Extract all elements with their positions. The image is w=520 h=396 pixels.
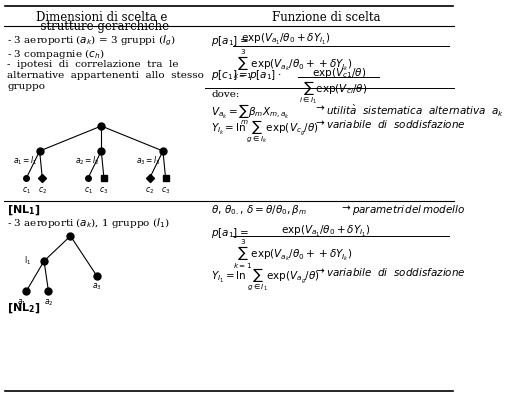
Text: $\rightarrow$: $\rightarrow$ (339, 203, 352, 212)
Text: $\theta,\,\theta_{0.},\,\delta=\theta/\theta_{0},\beta_m$: $\theta,\,\theta_{0.},\,\delta=\theta/\t… (212, 203, 307, 217)
Text: $\mathbf{[NL_2]}$: $\mathbf{[NL_2]}$ (7, 301, 41, 314)
Text: strutture gerarchiche: strutture gerarchiche (33, 20, 170, 33)
Text: $\rightarrow$: $\rightarrow$ (313, 118, 325, 127)
Text: $\rightarrow$: $\rightarrow$ (313, 103, 325, 112)
Text: Funzione di scelta: Funzione di scelta (271, 11, 380, 24)
Text: $c_3$: $c_3$ (99, 185, 109, 196)
Text: $a_1=I_1$: $a_1=I_1$ (13, 154, 38, 166)
Text: $\exp\!\left(V_{a_1}/\theta_0+\delta Y_{I_1}\right)$: $\exp\!\left(V_{a_1}/\theta_0+\delta Y_{… (241, 32, 331, 47)
Text: -  ipotesi  di  correlazione  tra  le: - ipotesi di correlazione tra le (7, 60, 178, 69)
Text: $\sum_{k=1}^{3}\exp\!\left(V_{a_k}/\theta_0++\delta Y_{I_k}\right)$: $\sum_{k=1}^{3}\exp\!\left(V_{a_k}/\thet… (233, 238, 353, 271)
Text: $c_3$: $c_3$ (161, 185, 170, 196)
Text: - 3 compagnie ($c_h$): - 3 compagnie ($c_h$) (7, 47, 105, 61)
Text: $p[c_1] = p[a_1]\cdot$: $p[c_1] = p[a_1]\cdot$ (212, 68, 282, 82)
Text: $a_3$: $a_3$ (92, 282, 102, 293)
Text: $c_2$: $c_2$ (145, 185, 154, 196)
Text: $c_2$: $c_2$ (38, 185, 47, 196)
Text: $Y_{I_k}=\ln\sum_{g\in I_k}\exp(V_{c_g}/\theta)$: $Y_{I_k}=\ln\sum_{g\in I_k}\exp(V_{c_g}/… (212, 118, 319, 145)
Text: Dimensioni di scelta e: Dimensioni di scelta e (35, 11, 167, 24)
Text: $p[a_1]=$: $p[a_1]=$ (212, 34, 249, 48)
Text: - 3 aeroporti ($a_k$) = 3 gruppi ($I_g$): - 3 aeroporti ($a_k$) = 3 gruppi ($I_g$) (7, 34, 176, 48)
Text: $c_1$: $c_1$ (84, 185, 93, 196)
Text: $variabile$  $di$  $soddisfazione$: $variabile$ $di$ $soddisfazione$ (326, 266, 466, 278)
Text: $variabile$  $di$  $soddisfazione$: $variabile$ $di$ $soddisfazione$ (326, 118, 466, 130)
Text: $\mathbf{[NL_1]}$: $\mathbf{[NL_1]}$ (7, 203, 41, 217)
Text: $a_3=I_3$: $a_3=I_3$ (136, 154, 161, 166)
Text: $\sum_{i\in I_1}\exp(V_{ci}/\theta)$: $\sum_{i\in I_1}\exp(V_{ci}/\theta)$ (300, 79, 368, 106)
Text: $a_2$: $a_2$ (44, 297, 53, 308)
Text: dove:: dove: (212, 90, 240, 99)
Text: alternative  appartenenti  allo  stesso: alternative appartenenti allo stesso (7, 71, 204, 80)
Text: $a_2=I_2$: $a_2=I_2$ (75, 154, 99, 166)
Text: $\rightarrow$: $\rightarrow$ (313, 266, 325, 275)
Text: $p[a_1]=$: $p[a_1]=$ (212, 226, 249, 240)
Text: $\mathrm{I}_1$: $\mathrm{I}_1$ (24, 255, 32, 267)
Text: $a_1$: $a_1$ (17, 297, 27, 308)
Text: $c_1$: $c_1$ (22, 185, 31, 196)
Text: gruppo: gruppo (7, 82, 45, 91)
Text: $parametri\,del\,modello$: $parametri\,del\,modello$ (353, 203, 466, 217)
Text: $V_{a_k}=\sum_m\beta_m X_{m,a_k}$: $V_{a_k}=\sum_m\beta_m X_{m,a_k}$ (212, 103, 290, 127)
Text: - 3 aeroporti ($a_k$), 1 gruppo ($I_1$): - 3 aeroporti ($a_k$), 1 gruppo ($I_1$) (7, 216, 170, 230)
Text: $\exp(V_{c1}/\theta)$: $\exp(V_{c1}/\theta)$ (312, 66, 366, 80)
Text: $\exp\!\left(V_{a_1}/\theta_0+\delta Y_{I_1}\right)$: $\exp\!\left(V_{a_1}/\theta_0+\delta Y_{… (281, 224, 371, 239)
Text: $\sum_{k=1}^{3}\exp\!\left(V_{a_k}/\theta_0++\delta Y_{I_k}\right)$: $\sum_{k=1}^{3}\exp\!\left(V_{a_k}/\thet… (233, 48, 353, 81)
Text: $utilit\grave{a}$  $sistematica$  $alternativa$  $a_k$: $utilit\grave{a}$ $sistematica$ $alterna… (326, 103, 504, 119)
Text: $Y_{I_1}=\ln\sum_{g\in I_1}\exp(V_{a_g}/\theta)$: $Y_{I_1}=\ln\sum_{g\in I_1}\exp(V_{a_g}/… (212, 266, 320, 293)
